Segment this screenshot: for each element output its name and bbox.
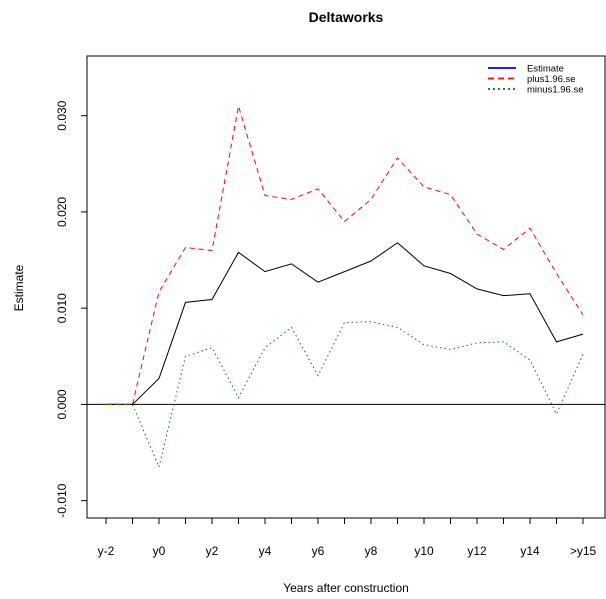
y-tick-label: 0.000 <box>55 389 69 419</box>
series-line-estimate <box>106 242 584 405</box>
x-tick-label: >y15 <box>570 544 597 558</box>
plot-area <box>86 55 606 519</box>
x-tick-label: y6 <box>312 544 325 558</box>
legend-label: Estimate <box>527 64 564 75</box>
x-axis: y-2 y0 y2 y4 y6 y8 y10 y12 y14 >y15 <box>98 518 597 558</box>
x-tick-label: y12 <box>467 544 487 558</box>
x-tick-label: y2 <box>206 544 219 558</box>
series-line-plus1-96-se <box>106 105 584 405</box>
legend-label: minus1.96.se <box>527 85 584 96</box>
y-tick-label: -0.010 <box>55 483 69 517</box>
x-tick-label: y0 <box>153 544 166 558</box>
y-tick-label: 0.030 <box>55 100 69 130</box>
series-line-minus1-96-se <box>106 321 584 469</box>
series-layer <box>106 105 584 469</box>
x-tick-label: y14 <box>520 544 540 558</box>
legend-label: plus1.96.se <box>527 74 576 85</box>
y-axis: -0.010 0.000 0.010 0.020 0.030 <box>55 100 87 518</box>
x-tick-label: y4 <box>259 544 272 558</box>
y-axis-label: Estimate <box>12 264 26 311</box>
x-tick-label: y-2 <box>98 544 115 558</box>
x-axis-label: Years after construction <box>283 581 409 595</box>
x-tick-label: y8 <box>365 544 378 558</box>
y-tick-label: 0.010 <box>55 293 69 323</box>
x-tick-label: y10 <box>414 544 434 558</box>
y-tick-label: 0.020 <box>55 197 69 227</box>
chart-title: Deltaworks <box>309 9 384 25</box>
